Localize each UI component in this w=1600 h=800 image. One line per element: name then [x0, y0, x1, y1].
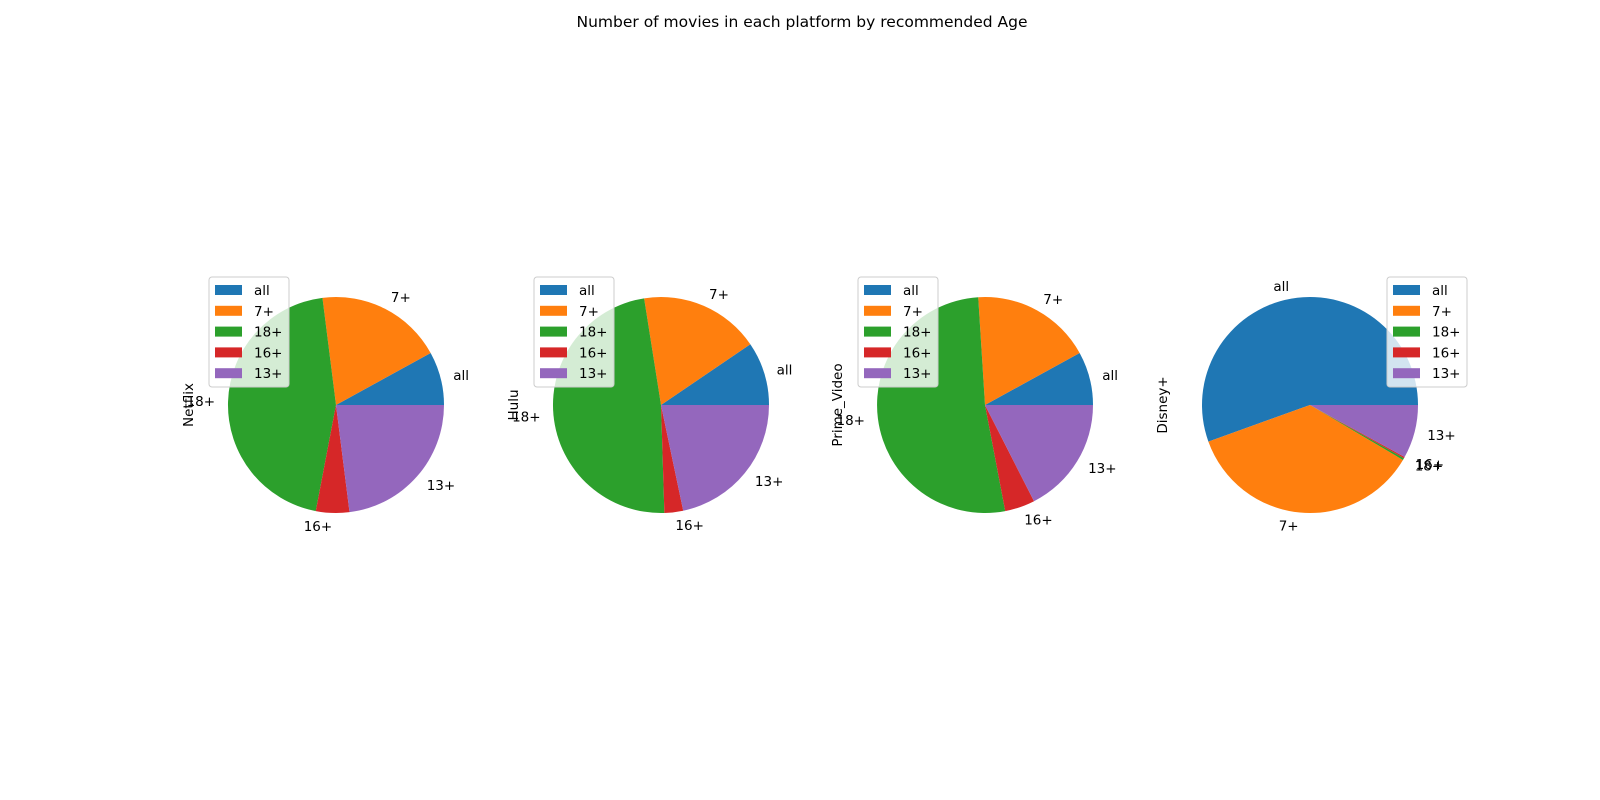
legend-swatch-16plus	[215, 347, 242, 358]
legend-label-all: all	[903, 283, 919, 299]
legend-label-18plus: 18+	[1432, 325, 1461, 341]
legend-label-all: all	[1432, 283, 1448, 299]
legend-label-7plus: 7+	[1432, 304, 1452, 320]
pie-slice-13plus	[661, 405, 769, 511]
pie-slice-7plus	[644, 297, 751, 405]
slice-label-all: all	[1102, 368, 1118, 384]
legend: all 7+ 18+ 16+ 13+	[857, 276, 939, 388]
figure-title: Number of movies in each platform by rec…	[577, 13, 1028, 31]
slice-label-16plus: 16+	[304, 519, 333, 535]
legend-label-16plus: 16+	[903, 345, 932, 361]
legend-swatch-13plus	[540, 368, 567, 379]
pie-slice-18plus	[1310, 405, 1404, 460]
pie-slice-16plus	[661, 405, 684, 513]
legend-label-18plus: 18+	[254, 325, 283, 341]
legend-label-all: all	[254, 283, 270, 299]
pie-slice-16plus	[1310, 405, 1405, 459]
slice-label-7plus: 7+	[1043, 292, 1063, 308]
legend-swatch-16plus	[1393, 347, 1420, 358]
legend-swatch-all	[1393, 285, 1420, 295]
slice-label-18plus: 18+	[512, 409, 541, 425]
pie-slice-7plus	[1208, 405, 1403, 514]
slice-label-18plus: 18+	[187, 394, 216, 410]
legend-swatch-7plus	[864, 305, 891, 316]
pie-slice-13plus	[336, 405, 444, 513]
pie-slice-16plus	[315, 405, 350, 514]
legend-swatch-18plus	[864, 326, 891, 337]
ylabel: Prime_Video	[830, 363, 846, 446]
pie-chart-netflix: all 7+ 18+ 16+ 13+ Netflix all 7+ 18+ 16+ 13+	[181, 276, 469, 535]
legend-swatch-13plus	[1393, 368, 1420, 379]
slice-label-18plus: 18+	[1415, 459, 1444, 475]
slice-label-7plus: 7+	[1279, 518, 1299, 534]
slice-label-all: all	[777, 362, 793, 378]
pie-slice-all	[661, 344, 769, 405]
pie-slice-13plus	[985, 405, 1093, 502]
legend-label-13plus: 13+	[903, 366, 932, 382]
legend-swatch-7plus	[215, 305, 242, 316]
ylabel: Netflix	[181, 383, 197, 427]
legend: all 7+ 18+ 16+ 13+	[533, 276, 615, 388]
pie-chart-hulu: all 7+ 18+ 16+ 13+ Hulu all 7+ 18+ 16+ 13+	[506, 276, 793, 534]
legend-swatch-16plus	[540, 347, 567, 358]
slice-label-18plus: 18+	[837, 413, 866, 429]
legend-label-all: all	[579, 283, 595, 299]
pie-slice-all	[985, 352, 1093, 405]
slice-label-16plus: 16+	[675, 518, 704, 534]
legend-label-18plus: 18+	[903, 325, 932, 341]
legend: all 7+ 18+ 16+ 13+	[208, 276, 290, 388]
slice-label-13plus: 13+	[1427, 428, 1456, 444]
legend-swatch-13plus	[215, 368, 242, 379]
legend-label-13plus: 13+	[1432, 366, 1461, 382]
legend-swatch-7plus	[1393, 305, 1420, 316]
pie-slice-7plus	[322, 296, 431, 405]
slice-label-7plus: 7+	[709, 287, 729, 303]
legend-swatch-all	[540, 285, 567, 295]
legend-label-7plus: 7+	[254, 304, 274, 320]
legend-label-16plus: 16+	[579, 345, 608, 361]
legend-label-7plus: 7+	[903, 304, 923, 320]
pie-chart-prime-video: all 7+ 18+ 16+ 13+ Prime_Video all 7+ 18+ 16+ 13+	[830, 276, 1118, 528]
ylabel: Hulu	[506, 389, 522, 420]
legend-frame	[533, 276, 615, 388]
pie-slice-all	[1202, 297, 1418, 442]
ylabel: Disney+	[1155, 376, 1171, 433]
pie-slice-16plus	[985, 405, 1035, 512]
legend-frame	[857, 276, 939, 388]
legend-frame	[1386, 276, 1468, 388]
slice-label-13plus: 13+	[427, 478, 456, 494]
legend-label-16plus: 16+	[1432, 345, 1461, 361]
slice-label-16plus: 16+	[1024, 512, 1053, 528]
legend-label-13plus: 13+	[254, 366, 283, 382]
legend-label-16plus: 16+	[254, 345, 283, 361]
slice-label-13plus: 13+	[755, 474, 784, 490]
slice-label-13plus: 13+	[1088, 461, 1117, 477]
pie-slice-7plus	[978, 296, 1080, 405]
legend-label-13plus: 13+	[579, 366, 608, 382]
legend-frame	[208, 276, 290, 388]
slice-label-16plus: 16+	[1416, 457, 1445, 473]
legend: all 7+ 18+ 16+ 13+	[1386, 276, 1468, 388]
slice-label-all: all	[1273, 279, 1289, 295]
legend-swatch-18plus	[215, 326, 242, 337]
pie-slice-13plus	[1310, 405, 1418, 458]
slice-label-all: all	[453, 368, 469, 384]
legend-swatch-16plus	[864, 347, 891, 358]
legend-swatch-7plus	[540, 305, 567, 316]
legend-label-7plus: 7+	[579, 304, 599, 320]
legend-swatch-18plus	[540, 326, 567, 337]
legend-swatch-all	[864, 285, 891, 295]
legend-swatch-13plus	[864, 368, 891, 379]
legend-swatch-all	[215, 285, 242, 295]
legend-label-18plus: 18+	[579, 325, 608, 341]
pie-slice-all	[336, 352, 444, 405]
legend-swatch-18plus	[1393, 326, 1420, 337]
slice-label-7plus: 7+	[391, 290, 411, 306]
